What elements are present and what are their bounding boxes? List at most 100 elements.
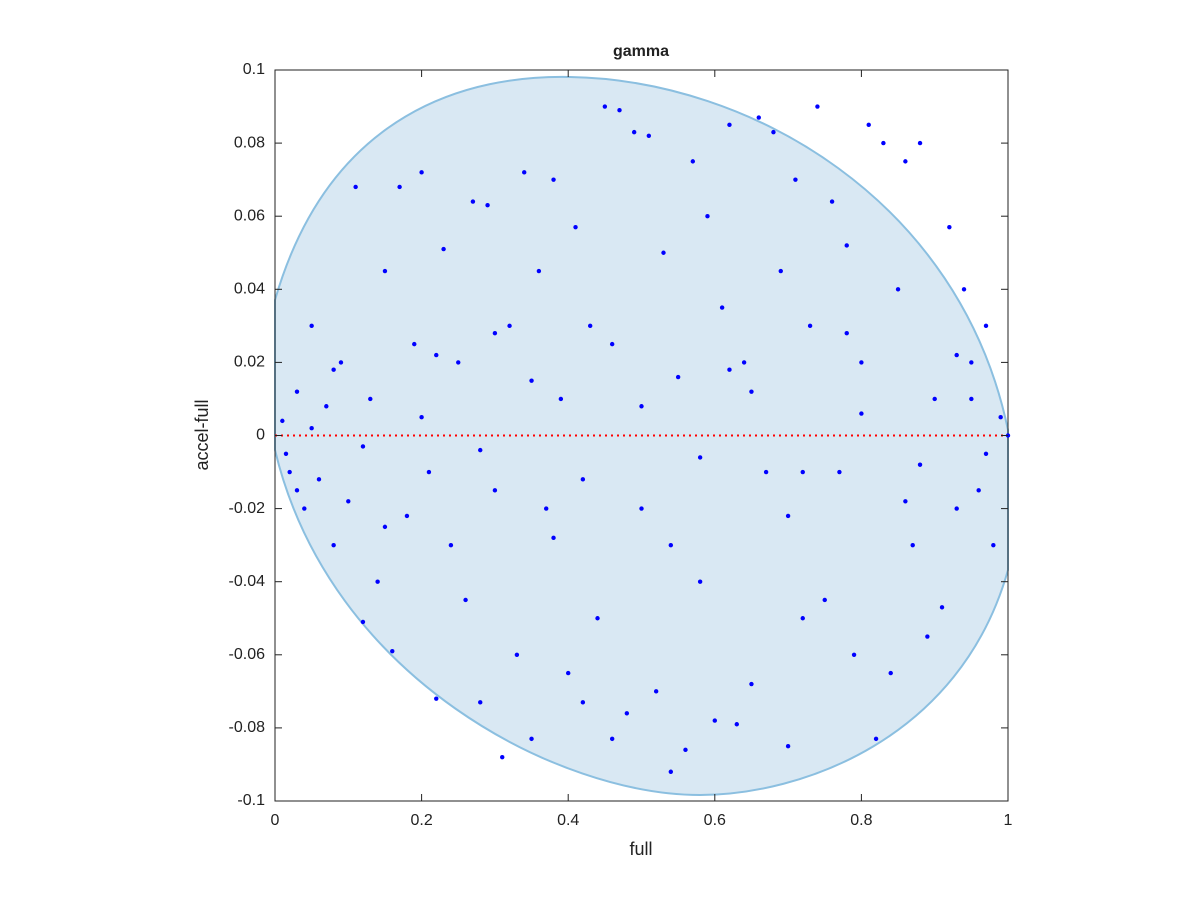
point xyxy=(412,341,417,347)
point xyxy=(829,199,835,204)
point xyxy=(492,330,498,336)
point xyxy=(514,652,520,657)
point xyxy=(544,506,549,511)
point xyxy=(910,542,915,548)
point xyxy=(434,696,439,701)
point xyxy=(675,374,681,380)
point xyxy=(653,689,659,694)
point xyxy=(800,469,805,475)
point xyxy=(815,104,820,109)
point xyxy=(983,323,989,329)
point xyxy=(580,700,586,705)
y-tick-label: -0.06 xyxy=(229,646,266,663)
point xyxy=(580,477,586,482)
point xyxy=(697,455,703,460)
point xyxy=(639,506,644,511)
point xyxy=(309,425,314,431)
point xyxy=(280,418,285,424)
point xyxy=(998,415,1003,420)
point xyxy=(903,499,908,504)
point xyxy=(932,396,937,402)
point xyxy=(895,287,901,292)
point xyxy=(976,488,981,493)
point xyxy=(294,488,300,493)
point xyxy=(324,404,329,409)
point xyxy=(822,597,827,603)
marks xyxy=(275,104,1011,774)
point xyxy=(602,104,608,109)
point xyxy=(566,670,571,676)
point xyxy=(734,722,739,727)
point xyxy=(690,159,696,164)
x-tick-label: 0 xyxy=(271,812,280,829)
point xyxy=(639,404,644,409)
point xyxy=(434,352,439,358)
point xyxy=(609,341,615,347)
point xyxy=(851,652,857,657)
point xyxy=(800,616,805,621)
y-tick-label: -0.1 xyxy=(237,792,265,809)
point xyxy=(712,718,717,723)
x-tick-label: 0.6 xyxy=(704,812,726,829)
point xyxy=(390,648,395,654)
point xyxy=(463,597,468,603)
y-tick-label: 0.06 xyxy=(234,207,265,224)
point xyxy=(478,700,483,705)
point xyxy=(631,129,637,135)
point xyxy=(573,224,578,230)
point xyxy=(844,243,849,248)
point xyxy=(302,506,307,511)
point xyxy=(756,115,761,120)
chart-title: gamma xyxy=(613,43,669,60)
point xyxy=(456,360,461,365)
point xyxy=(668,769,674,774)
y-tick-label: 0.04 xyxy=(234,281,265,298)
y-tick-label: 0 xyxy=(256,427,265,444)
point xyxy=(346,499,351,504)
point xyxy=(785,513,791,519)
x-tick-label: 0.4 xyxy=(557,812,579,829)
point xyxy=(837,469,842,475)
point xyxy=(697,579,703,584)
point xyxy=(419,415,424,420)
point xyxy=(646,133,652,138)
point xyxy=(727,122,732,128)
point xyxy=(426,469,432,475)
point xyxy=(595,616,600,621)
y-tick-label: 0.02 xyxy=(234,354,265,371)
point xyxy=(500,754,505,760)
point xyxy=(859,411,864,416)
point xyxy=(492,488,498,493)
point xyxy=(947,224,952,230)
point xyxy=(917,140,923,146)
point xyxy=(727,367,732,372)
point xyxy=(309,323,314,329)
point xyxy=(382,268,388,274)
y-tick-label: -0.02 xyxy=(229,500,266,517)
point xyxy=(807,323,813,329)
point xyxy=(719,305,725,310)
point xyxy=(917,462,923,467)
point xyxy=(793,177,798,182)
point xyxy=(881,140,886,146)
point xyxy=(954,506,959,511)
point xyxy=(551,177,556,182)
point xyxy=(360,619,366,625)
point xyxy=(353,184,358,190)
point xyxy=(397,184,402,190)
point xyxy=(522,170,527,175)
point xyxy=(375,579,380,584)
point xyxy=(763,469,769,475)
y-tick-label: -0.04 xyxy=(229,573,266,590)
point xyxy=(382,524,388,530)
point xyxy=(551,535,556,541)
point xyxy=(925,634,930,639)
point xyxy=(785,743,791,749)
point xyxy=(507,323,512,329)
point xyxy=(587,323,593,329)
point xyxy=(771,129,776,135)
point xyxy=(609,736,615,742)
point xyxy=(360,444,366,449)
point xyxy=(316,477,322,482)
y-tick-label: 0.1 xyxy=(243,61,265,78)
